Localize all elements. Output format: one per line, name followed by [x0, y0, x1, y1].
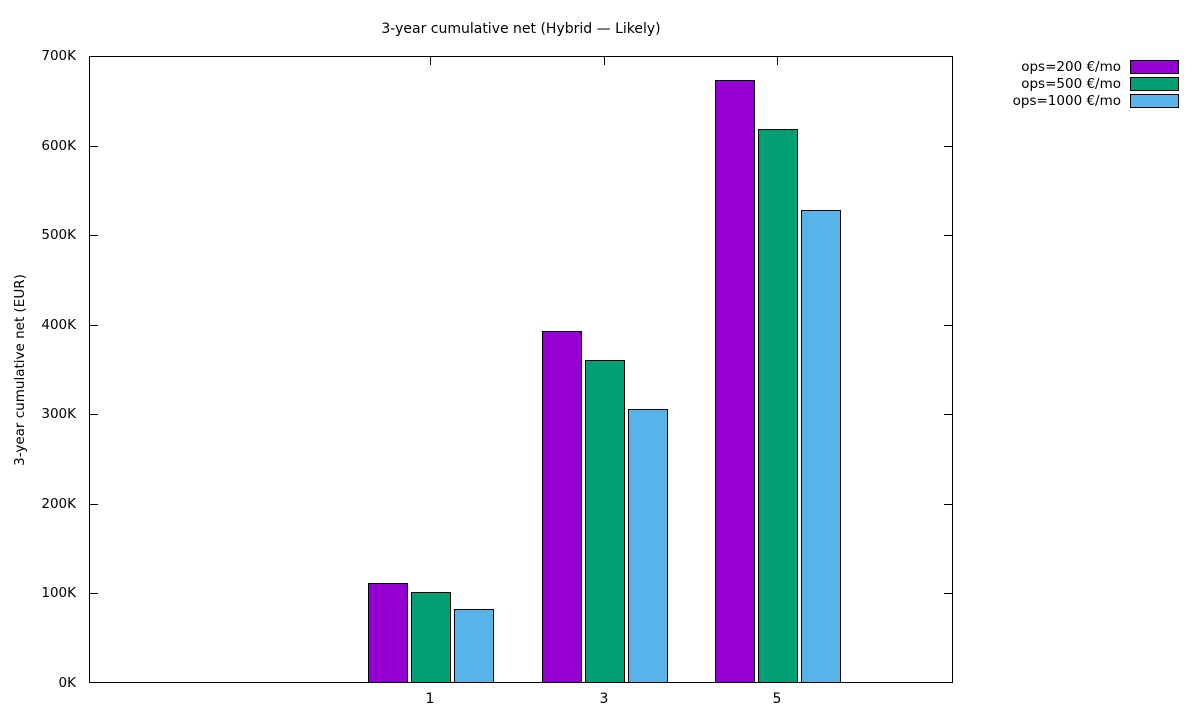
x-tick-mark — [430, 57, 431, 65]
legend-swatch — [1130, 59, 1179, 74]
legend-swatch — [1130, 93, 1179, 108]
x-tick-label: 1 — [425, 691, 435, 707]
bar-ops-500-mo-x1 — [411, 592, 451, 682]
legend-swatch — [1130, 76, 1179, 91]
bar-ops-1000-mo-x3 — [628, 409, 668, 682]
y-tick-label: 500K — [41, 227, 76, 244]
y-tick-label: 200K — [41, 495, 76, 512]
bar-ops-200-mo-x1 — [368, 583, 408, 682]
y-tick-label: 100K — [41, 585, 76, 602]
y-tick-mark — [90, 145, 98, 147]
y-axis-label: 3-year cumulative net (EUR) — [12, 274, 28, 466]
bar-ops-1000-mo-x5 — [801, 210, 841, 682]
legend-label: ops=500 €/mo — [1021, 75, 1121, 92]
y-tick-mark — [944, 503, 952, 505]
x-tick-label: 5 — [772, 691, 782, 707]
y-tick-label: 300K — [41, 406, 76, 423]
plot-area — [89, 56, 953, 683]
y-tick-mark — [944, 593, 952, 595]
y-tick-mark — [90, 414, 98, 416]
y-tick-mark — [90, 235, 98, 237]
y-tick-mark — [944, 145, 952, 147]
legend-item: ops=500 €/mo — [1013, 75, 1179, 92]
y-tick-label: 0K — [58, 675, 76, 691]
x-tick-label: 3 — [599, 691, 609, 707]
bar-ops-1000-mo-x1 — [454, 609, 494, 682]
chart-title: 3-year cumulative net (Hybrid — Likely) — [381, 21, 661, 37]
y-tick-mark — [944, 414, 952, 416]
y-tick-label: 600K — [41, 137, 76, 154]
legend-item: ops=200 €/mo — [1013, 58, 1179, 75]
bar-ops-500-mo-x3 — [585, 360, 625, 682]
bar-ops-500-mo-x5 — [758, 129, 798, 682]
y-tick-mark — [90, 503, 98, 505]
x-tick-mark — [777, 57, 778, 65]
legend: ops=200 €/mo ops=500 €/mo ops=1000 €/mo — [1013, 58, 1179, 109]
bar-ops-200-mo-x5 — [715, 80, 755, 682]
legend-item: ops=1000 €/mo — [1013, 92, 1179, 109]
y-tick-label: 700K — [41, 48, 76, 64]
y-tick-mark — [944, 324, 952, 326]
x-tick-mark — [604, 57, 605, 65]
y-tick-mark — [944, 235, 952, 237]
y-tick-mark — [90, 593, 98, 595]
legend-label: ops=1000 €/mo — [1012, 92, 1121, 109]
y-tick-mark — [90, 324, 98, 326]
bar-ops-200-mo-x3 — [542, 331, 582, 682]
legend-label: ops=200 €/mo — [1021, 58, 1121, 75]
y-tick-label: 400K — [41, 316, 76, 333]
